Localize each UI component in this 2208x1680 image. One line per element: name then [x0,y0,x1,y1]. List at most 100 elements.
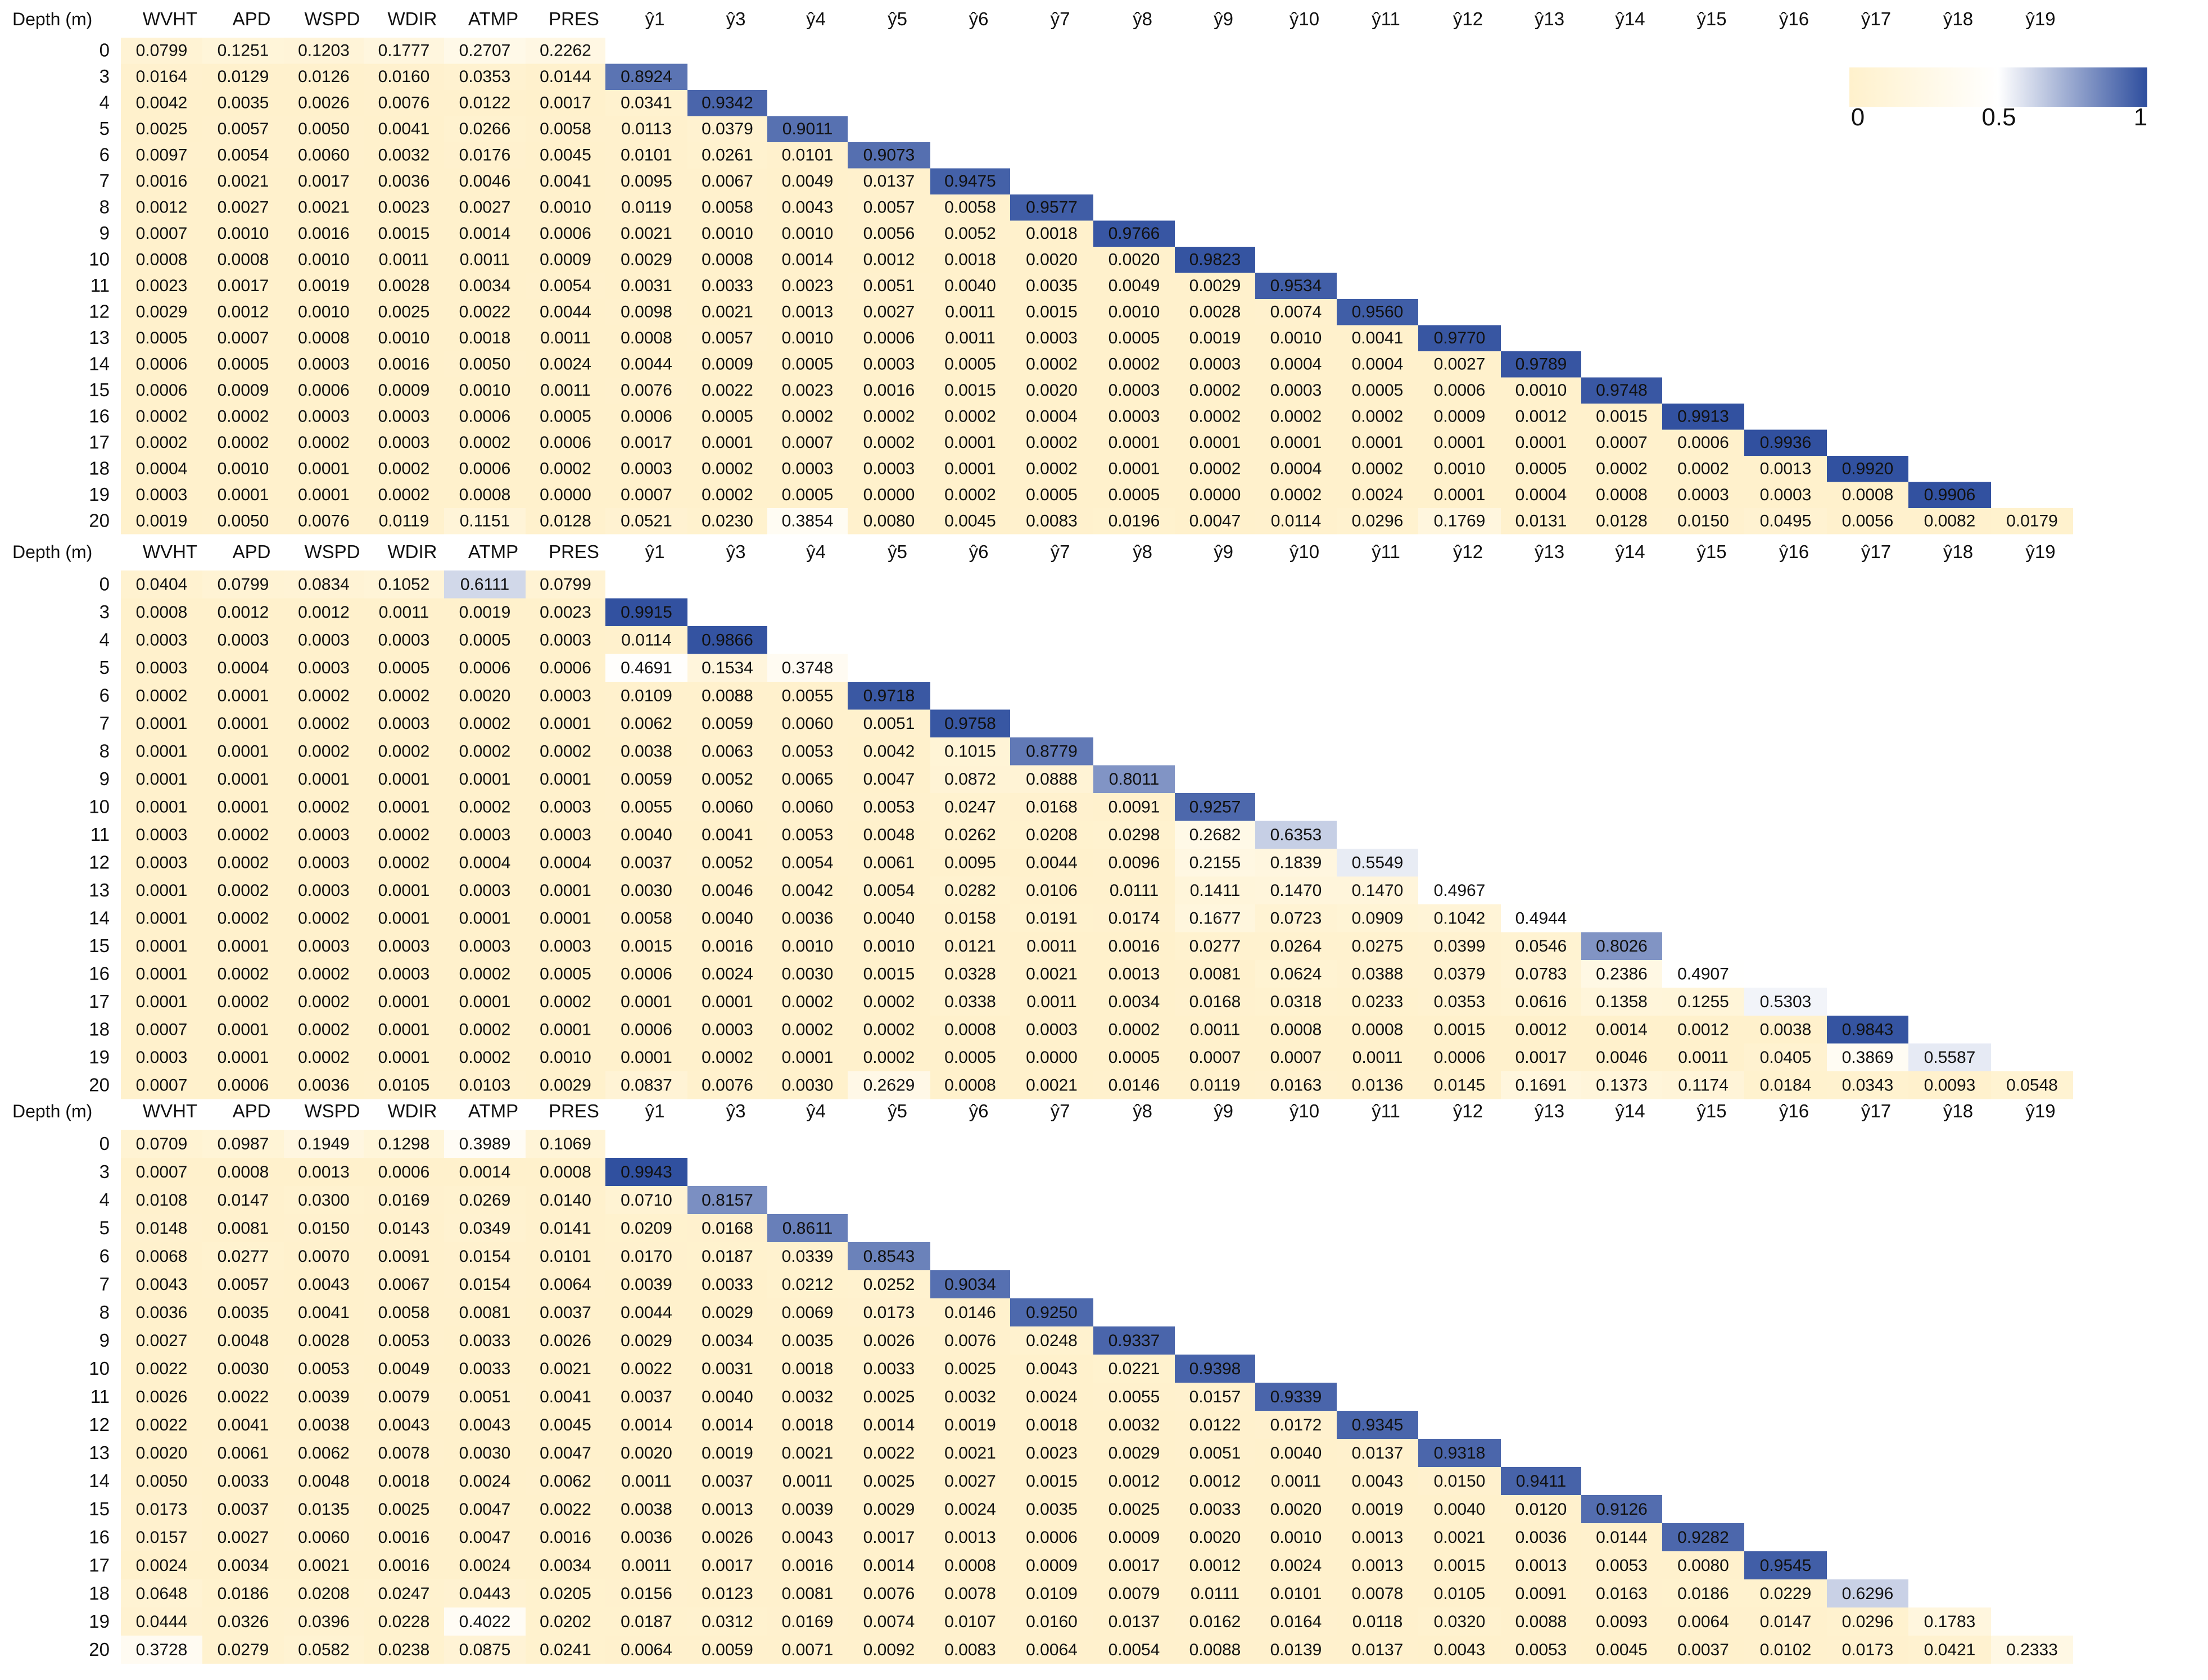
cell-value-label: 0.0027 [136,1332,188,1350]
heatmap-cell [687,821,767,849]
cell-value-label: 0.0058 [944,198,996,217]
cell-value-label: 0.0003 [1108,407,1160,426]
cell-value-label: 0.0005 [378,659,430,677]
cell-value-label: 0.0002 [378,460,430,478]
cell-value-label: 0.0003 [540,826,591,844]
heatmap-cell [284,1636,364,1664]
heatmap-cell [202,482,284,508]
cell-value-label: 0.1949 [298,1135,350,1153]
heatmap-cell [930,456,1010,482]
cell-value-label: 0.9560 [1352,303,1404,321]
cell-value-label: 0.0157 [136,1528,188,1547]
cell-value-label: 0.0026 [702,1528,753,1547]
heatmap-cell [364,1326,444,1355]
cell-value-label: 0.0027 [944,1472,996,1491]
cell-value-label: 0.0063 [702,742,753,761]
heatmap-cell [526,508,605,535]
heatmap-cell [444,570,526,599]
cell-value-label: 0.0012 [1515,407,1567,426]
heatmap-cell [1581,377,1662,404]
cell-value-label: 0.0030 [459,1444,511,1462]
cell-value-label: 0.0405 [1760,1048,1812,1067]
cell-value-label: 0.0024 [459,1472,511,1491]
cell-value-label: 0.0022 [136,1360,188,1378]
cell-value-label: 0.9766 [1108,224,1160,243]
row-tick-label: 17 [89,991,110,1012]
cell-value-label: 0.0137 [1352,1444,1404,1462]
heatmap-cell [848,932,930,960]
cell-value-label: 0.0038 [621,1500,672,1519]
cell-value-label: 0.0002 [782,407,834,426]
cell-value-label: 0.2386 [1596,965,1648,984]
heatmap-cell [121,570,202,599]
cell-value-label: 0.0111 [1110,881,1159,900]
heatmap-cell [605,325,687,351]
heatmap-cell [444,1016,526,1044]
heatmap-cell [605,1383,687,1411]
cell-value-label: 0.0126 [298,67,350,86]
cell-value-label: 0.0037 [621,854,672,872]
column-header-label: APD [233,541,271,562]
cell-value-label: 0.0144 [1596,1528,1648,1547]
heatmap-cell [1337,1411,1418,1439]
heatmap-cell [767,1607,848,1636]
cell-value-label: 0.0011 [1190,1021,1241,1039]
heatmap-cell [121,299,202,325]
column-header-label: ŷ16 [1779,8,1809,29]
cell-value-label: 0.9534 [1270,277,1322,295]
heatmap-cell [605,1355,687,1383]
heatmap-cell [202,273,284,299]
heatmap-cell [1175,1607,1255,1636]
heatmap-cell [202,404,284,430]
cell-value-label: 0.0002 [1352,407,1404,426]
cell-value-label: 0.0129 [218,67,269,86]
heatmap-cell [1908,1043,1991,1071]
cell-value-label: 0.9545 [1760,1556,1812,1575]
heatmap-cell [444,482,526,508]
cell-value-label: 0.1203 [298,42,350,60]
heatmap-cell [848,247,930,273]
cell-value-label: 0.0064 [1026,1641,1078,1659]
cell-value-label: 0.9257 [1189,798,1241,817]
heatmap-cell [687,1242,767,1270]
cell-value-label: 0.0002 [1189,460,1241,478]
cell-value-label: 0.0006 [378,1163,430,1181]
heatmap-cell [930,482,1010,508]
cell-value-label: 0.0033 [702,1275,753,1294]
heatmap-cell [444,1551,526,1579]
heatmap-cell [1581,429,1662,456]
row-tick-label: 18 [89,1583,110,1604]
heatmap-cell [848,220,930,247]
heatmap-cell [1662,1551,1744,1579]
heatmap-cell [930,988,1010,1016]
cell-value-label: 0.0145 [1434,1076,1486,1095]
heatmap-cell [1744,1071,1827,1099]
heatmap-cell [526,168,605,194]
cell-value-label: 0.0101 [782,146,834,165]
cell-value-label: 0.2682 [1189,826,1241,844]
heatmap-cell [1501,988,1581,1016]
heatmap-cell [767,1242,848,1270]
cell-value-label: 0.0001 [298,460,350,478]
heatmap-cell [1662,456,1744,482]
heatmap-cell [121,194,202,221]
cell-value-label: 0.0029 [1189,277,1241,295]
heatmap-cell [121,1071,202,1099]
cell-value-label: 0.0050 [136,1472,188,1491]
heatmap-cell [605,1579,687,1607]
heatmap-cell [1337,1495,1418,1523]
cell-value-label: 0.6296 [1842,1584,1894,1603]
cell-value-label: 0.0067 [702,172,753,191]
heatmap-cell [364,508,444,535]
heatmap-cell [687,1071,767,1099]
heatmap-cell [687,654,767,682]
cell-value-label: 0.0081 [1189,965,1241,984]
cell-value-label: 0.0001 [378,798,430,817]
heatmap-cell [1337,904,1418,932]
row-tick-label: 16 [89,1527,110,1547]
cell-value-label: 0.0005 [459,631,511,650]
heatmap-cell [1827,456,1908,482]
heatmap-cell [767,737,848,766]
cell-value-label: 0.0001 [944,460,996,478]
heatmap-cell [1337,429,1418,456]
